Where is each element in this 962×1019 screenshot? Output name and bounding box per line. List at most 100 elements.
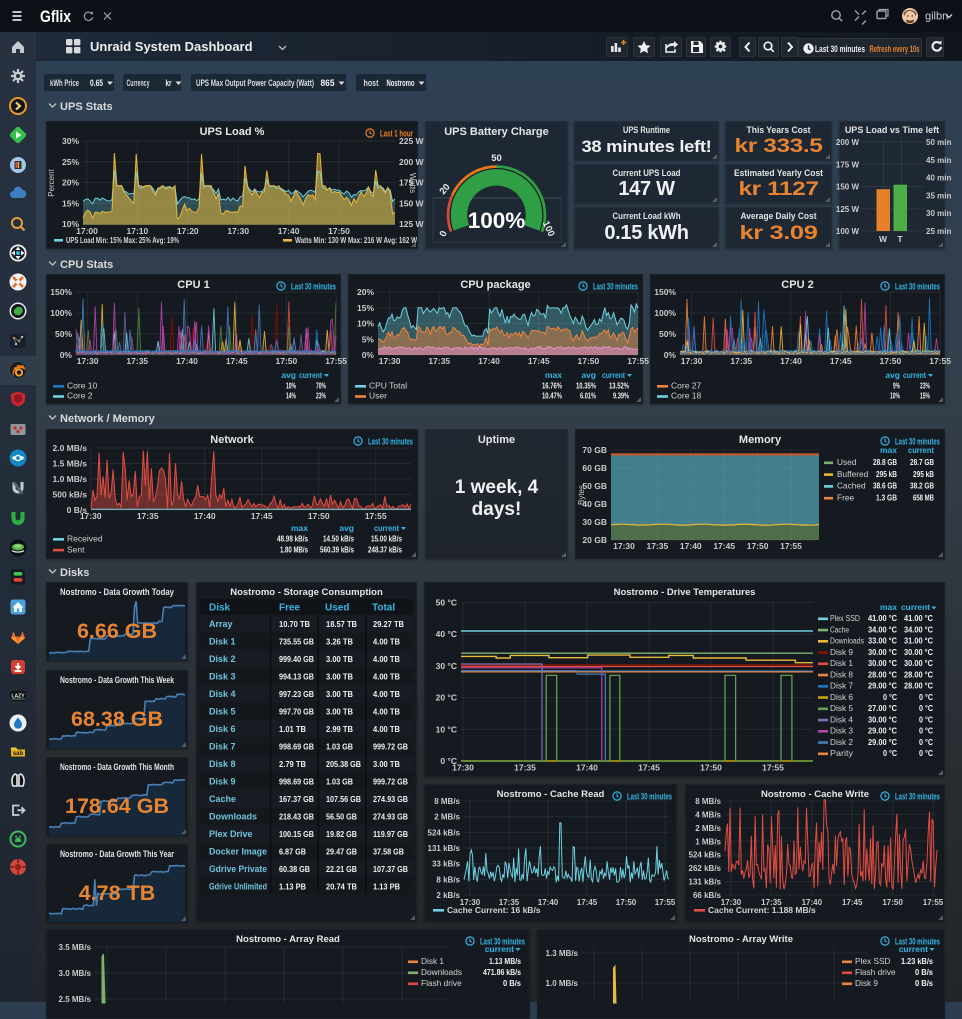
svg-text:Plex SSD: Plex SSD: [855, 956, 891, 966]
svg-text:Used: Used: [837, 457, 857, 467]
svg-text:17:30: 17:30: [452, 763, 474, 773]
svg-text:17:30: 17:30: [460, 898, 481, 907]
svg-text:Refresh every 10s: Refresh every 10s: [870, 44, 920, 55]
svg-text:current: current: [485, 944, 514, 954]
svg-text:Disk 2: Disk 2: [830, 738, 854, 747]
svg-text:17:50: 17:50: [616, 898, 637, 907]
svg-text:9%: 9%: [893, 381, 900, 391]
svg-text:17:45: 17:45: [638, 763, 660, 773]
svg-text:Core 27: Core 27: [671, 381, 702, 391]
svg-text:0 °C: 0 °C: [919, 727, 933, 736]
svg-text:125 W: 125 W: [399, 219, 425, 229]
svg-text:0 °C: 0 °C: [883, 693, 897, 702]
svg-text:avg: avg: [281, 370, 296, 380]
svg-text:Core 18: Core 18: [671, 391, 702, 401]
svg-text:50 GB: 50 GB: [582, 481, 607, 491]
svg-text:3.00 TB: 3.00 TB: [326, 672, 353, 682]
svg-text:30%: 30%: [62, 136, 79, 146]
svg-text:28.00 °C: 28.00 °C: [868, 670, 897, 679]
svg-text:LIBRARIAN: LIBRARIAN: [11, 697, 25, 701]
svg-text:34.00 °C: 34.00 °C: [904, 625, 933, 634]
svg-text:38 minutes left!: 38 minutes left!: [582, 137, 712, 156]
svg-text:34.00 °C: 34.00 °C: [868, 625, 897, 634]
svg-text:avg: avg: [885, 370, 900, 380]
svg-text:max: max: [545, 370, 562, 380]
svg-text:14.50 kB/s: 14.50 kB/s: [323, 534, 354, 544]
svg-text:Disk 5: Disk 5: [830, 704, 854, 713]
svg-text:Disk 1: Disk 1: [421, 956, 444, 966]
svg-text:131 kB/s: 131 kB/s: [428, 844, 461, 853]
svg-text:17:45: 17:45: [830, 356, 852, 366]
svg-text:Disk 2: Disk 2: [209, 654, 236, 664]
svg-text:17:55: 17:55: [780, 541, 802, 551]
svg-text:0%: 0%: [664, 350, 677, 360]
svg-text:0 B/s: 0 B/s: [915, 978, 933, 988]
svg-text:70 GB: 70 GB: [582, 445, 607, 455]
svg-text:Disk 9: Disk 9: [830, 648, 854, 657]
svg-text:0 °C: 0 °C: [919, 738, 933, 747]
svg-text:38.6 GB: 38.6 GB: [873, 481, 897, 491]
svg-text:125 W: 125 W: [836, 205, 860, 214]
svg-text:current: current: [901, 602, 930, 612]
svg-text:Flash drive: Flash drive: [421, 978, 462, 988]
svg-text:10.47%: 10.47%: [542, 391, 562, 401]
svg-text:Current Load kWh: Current Load kWh: [613, 211, 681, 222]
svg-text:17:30: 17:30: [227, 226, 249, 236]
svg-text:0 B/s: 0 B/s: [67, 505, 88, 515]
svg-text:Core 2: Core 2: [67, 391, 93, 401]
svg-text:Last 30 minutes: Last 30 minutes: [895, 792, 940, 802]
svg-text:30.00 °C: 30.00 °C: [868, 659, 897, 668]
svg-text:17:35: 17:35: [647, 541, 669, 551]
svg-text:Bytes: Bytes: [577, 485, 586, 505]
svg-text:997.23 GB: 997.23 GB: [279, 689, 314, 699]
svg-text:T: T: [897, 234, 903, 244]
svg-text:60 GB: 60 GB: [582, 463, 607, 473]
svg-text:17:30: 17:30: [681, 356, 703, 366]
svg-text:4.00 TB: 4.00 TB: [373, 707, 400, 717]
svg-text:kr 333.5: kr 333.5: [735, 135, 824, 157]
svg-text:56.50 GB: 56.50 GB: [326, 812, 357, 822]
svg-text:1.3 MB/s: 1.3 MB/s: [546, 949, 579, 958]
svg-text:Currency: Currency: [127, 78, 150, 88]
svg-text:1.03 GB: 1.03 GB: [326, 742, 353, 752]
svg-text:Watts Min: 130 W Max: 216 W: Watts Min: 130 W Max: 216 W Avg: 162 W: [295, 236, 417, 245]
svg-text:131 kB/s: 131 kB/s: [689, 878, 722, 887]
svg-text:17:55: 17:55: [923, 898, 944, 907]
svg-text:Nostromo - Data Growth This Mo: Nostromo - Data Growth This Month: [60, 762, 174, 773]
svg-text:524 kB/s: 524 kB/s: [428, 828, 461, 837]
svg-text:Percent: Percent: [47, 168, 56, 196]
svg-text:5%: 5%: [362, 334, 375, 344]
svg-text:17:45: 17:45: [226, 356, 248, 366]
svg-text:17:40: 17:40: [194, 511, 216, 521]
svg-text:17:30: 17:30: [613, 541, 635, 551]
svg-text:658 MB: 658 MB: [913, 492, 934, 502]
svg-text:Last 30 minutes: Last 30 minutes: [895, 437, 940, 447]
svg-text:295 kB: 295 kB: [876, 469, 897, 479]
svg-text:100%: 100%: [50, 308, 72, 318]
svg-text:Free: Free: [837, 492, 854, 502]
svg-text:Gdrive Unlimited: Gdrive Unlimited: [209, 882, 267, 892]
svg-text:17:55: 17:55: [655, 898, 676, 907]
svg-text:Average Daily Cost: Average Daily Cost: [741, 211, 818, 222]
svg-text:Disk 7: Disk 7: [830, 682, 854, 691]
svg-text:6.66 GB: 6.66 GB: [77, 619, 157, 643]
svg-text:8 kB/s: 8 kB/s: [436, 875, 460, 884]
svg-text:0 B/s: 0 B/s: [915, 967, 933, 977]
svg-text:UPS Load vs Time left: UPS Load vs Time left: [845, 125, 939, 135]
svg-text:41.00 °C: 41.00 °C: [868, 614, 897, 623]
svg-text:Cached: Cached: [837, 481, 866, 491]
svg-text:Cache Current: 16 kB/s: Cache Current: 16 kB/s: [447, 905, 541, 915]
svg-text:50%: 50%: [659, 329, 676, 339]
svg-text:994.13 GB: 994.13 GB: [279, 672, 314, 682]
svg-text:Disk 3: Disk 3: [830, 727, 854, 736]
svg-text:Downloads: Downloads: [209, 812, 257, 822]
svg-text:Nostromo - Data Growth This Ye: Nostromo - Data Growth This Year: [60, 849, 174, 860]
svg-text:25%: 25%: [62, 157, 79, 167]
svg-text:This Years Cost: This Years Cost: [747, 125, 812, 136]
svg-text:17:50: 17:50: [328, 226, 350, 236]
svg-text:3.00 TB: 3.00 TB: [326, 689, 353, 699]
svg-text:Free: Free: [279, 603, 301, 614]
svg-text:0 °C: 0 °C: [919, 715, 933, 724]
svg-text:22.21 GB: 22.21 GB: [326, 864, 357, 874]
svg-text:17:55: 17:55: [627, 356, 649, 366]
